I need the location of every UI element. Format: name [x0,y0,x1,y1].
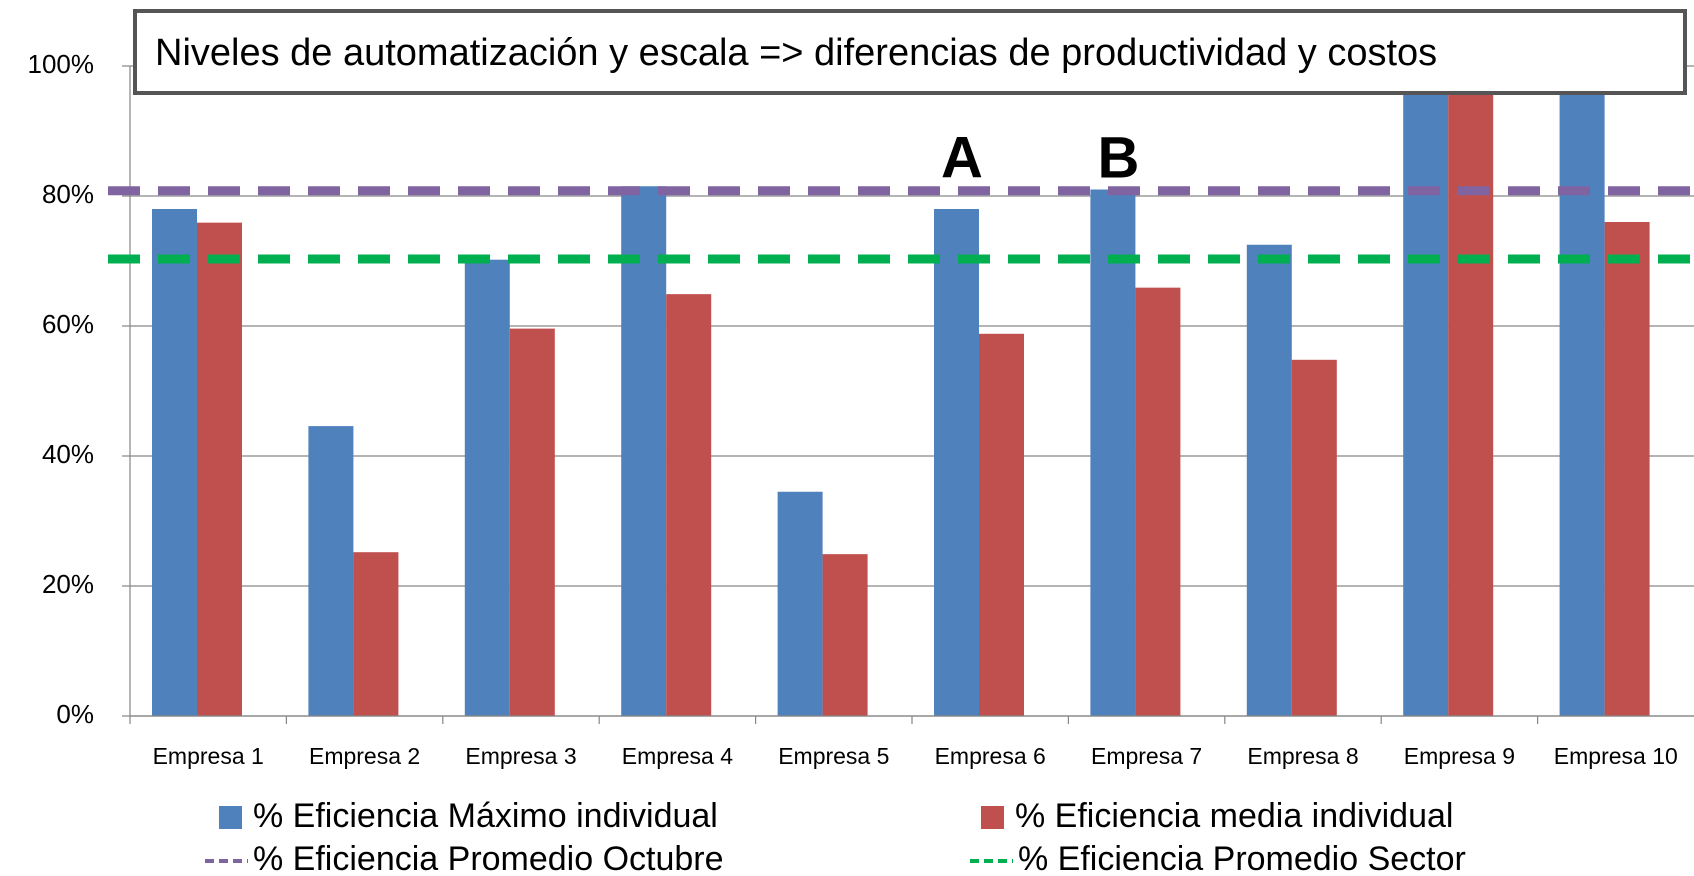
bar [822,554,868,716]
bar [1090,189,1136,716]
y-tick-label: 40% [42,439,94,469]
legend-swatch [219,806,242,829]
bar [152,209,197,716]
bar [1604,222,1650,716]
bar [934,209,979,716]
x-tick-label: Empresa 1 [153,743,264,769]
bar [1448,66,1494,716]
x-tick-label: Empresa 4 [622,743,733,769]
annotation: A [941,125,983,190]
bar [197,222,242,716]
bar [509,328,555,716]
bar [1135,287,1181,716]
x-tick-label: Empresa 2 [309,743,420,769]
x-tick-label: Empresa 6 [935,743,1046,769]
x-tick-label: Empresa 10 [1554,743,1678,769]
x-tick-label: Empresa 5 [778,743,889,769]
bar [1291,359,1337,716]
title-box [133,9,1687,95]
x-tick-label: Empresa 3 [465,743,576,769]
chart-title: Niveles de automatización y escala => di… [155,32,1437,74]
legend-label: % Eficiencia Promedio Sector [1018,840,1466,876]
bar [353,552,399,716]
bar [1246,244,1292,716]
legend-label: % Eficiencia Máximo individual [253,797,718,835]
bar [308,426,354,716]
x-tick-label: Empresa 8 [1247,743,1358,769]
legend-label: % Eficiencia media individual [1015,797,1453,835]
bars [152,66,1650,716]
bar [666,294,712,716]
y-tick-label: 60% [42,309,94,339]
legend-label: % Eficiencia Promedio Octubre [253,840,724,876]
bar [1403,66,1449,716]
bar [1559,66,1605,716]
y-tick-label: 80% [42,179,94,209]
annotation: B [1097,125,1139,190]
x-tick-label: Empresa 7 [1091,743,1202,769]
y-tick-label: 0% [56,699,94,729]
bar [464,259,510,716]
bar [979,333,1024,716]
x-tick-label: Empresa 9 [1404,743,1515,769]
y-tick-label: 100% [28,49,95,79]
legend-swatch [981,806,1004,829]
y-tick-label: 20% [42,569,94,599]
bar [777,491,823,716]
bar [621,186,667,716]
